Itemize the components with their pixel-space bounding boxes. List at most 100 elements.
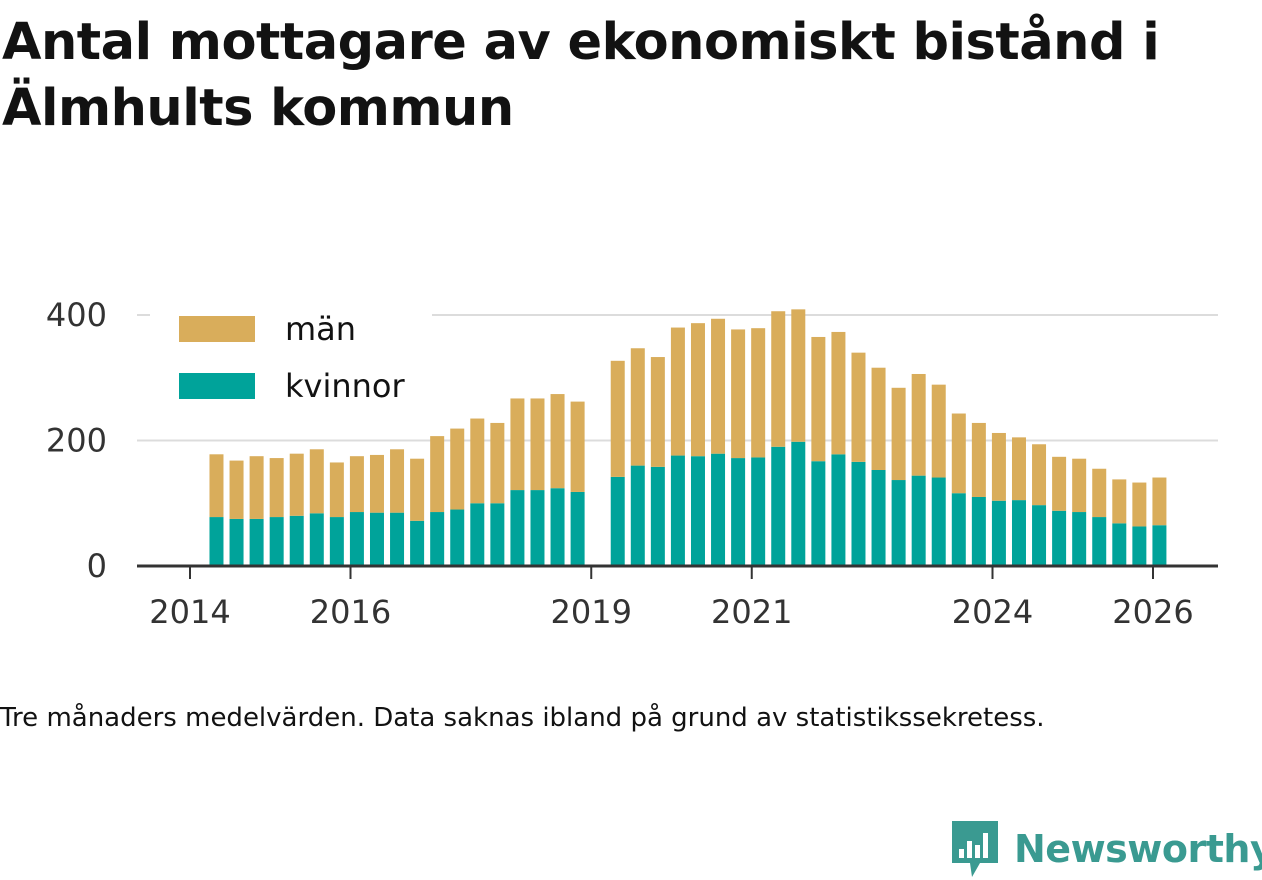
bar-kvinnor [430, 512, 445, 566]
bar-man [570, 401, 585, 492]
bar-kvinnor [249, 518, 264, 566]
bar-kvinnor [229, 518, 244, 566]
bar-man [731, 329, 746, 459]
bar-kvinnor [369, 512, 384, 566]
bar-man [891, 387, 906, 481]
bar-man [490, 422, 505, 504]
bar-kvinnor [610, 476, 625, 566]
bar-man [711, 318, 726, 454]
bar-kvinnor [1072, 512, 1087, 566]
chart-title: Antal mottagare av ekonomiskt bistånd i … [2, 13, 1160, 138]
bar-man [530, 398, 545, 491]
bar-kvinnor [1011, 500, 1026, 566]
bars [209, 309, 1167, 566]
legend-label-man: män [285, 310, 356, 348]
bar-man [931, 384, 946, 478]
bar-kvinnor [470, 503, 485, 566]
x-tick-label: 2024 [952, 593, 1033, 631]
x-tick-label: 2021 [711, 593, 792, 631]
bar-kvinnor [450, 509, 465, 566]
bar-kvinnor [931, 477, 946, 566]
bar-man [390, 449, 405, 513]
x-tick-label: 2019 [551, 593, 632, 631]
bar-man [911, 373, 926, 476]
legend-swatch-man [179, 316, 255, 342]
bar-man [1132, 482, 1147, 527]
bar-kvinnor [971, 496, 986, 566]
bar-man [1152, 477, 1167, 526]
legend-swatch-kvinnor [179, 373, 255, 399]
bar-man [771, 311, 786, 447]
y-tick-label: 200 [46, 422, 107, 460]
footnote: Tre månaders medelvärden. Data saknas ib… [0, 703, 1045, 733]
bar-man [610, 360, 625, 477]
bar-kvinnor [791, 441, 806, 566]
bar-man [289, 453, 304, 516]
bar-kvinnor [1092, 517, 1107, 566]
y-tick-label: 0 [87, 547, 107, 585]
bar-kvinnor [851, 461, 866, 566]
bar-kvinnor [731, 458, 746, 566]
bar-kvinnor [1052, 510, 1067, 566]
bar-man [630, 348, 645, 466]
bar-kvinnor [771, 446, 786, 566]
bar-kvinnor [690, 456, 705, 566]
bar-man [1112, 479, 1127, 524]
bar-kvinnor [329, 517, 344, 566]
bar-man [791, 309, 806, 442]
bar-kvinnor [530, 490, 545, 566]
bar-man [871, 367, 886, 470]
bar-kvinnor [711, 453, 726, 566]
bar-man [410, 458, 425, 521]
bar-kvinnor [349, 512, 364, 566]
bar-kvinnor [891, 480, 906, 566]
bar-man [670, 327, 685, 456]
bar-kvinnor [911, 475, 926, 566]
bar-man [650, 357, 665, 467]
bar-kvinnor [811, 461, 826, 566]
bar-man [550, 394, 565, 489]
bar-man [209, 454, 224, 518]
bar-kvinnor [1112, 523, 1127, 566]
x-tick-label: 2014 [149, 593, 230, 631]
legend: män kvinnor [150, 302, 432, 420]
bar-kvinnor [991, 500, 1006, 566]
bar-kvinnor [630, 465, 645, 566]
bar-kvinnor [550, 488, 565, 566]
chart: 0 200 400 män kvinnor 2014 2016 2019 2021 2024… [46, 296, 1218, 631]
bar-kvinnor [751, 457, 766, 566]
bar-kvinnor [410, 520, 425, 566]
bar-man [309, 449, 324, 514]
legend-label-kvinnor: kvinnor [285, 367, 406, 405]
bar-man [951, 413, 966, 494]
bar-kvinnor [951, 493, 966, 566]
bar-man [991, 432, 1006, 501]
bar-kvinnor [1152, 525, 1167, 566]
bar-man [811, 336, 826, 462]
x-tick-label: 2016 [310, 593, 391, 631]
bar-kvinnor [670, 455, 685, 566]
bar-kvinnor [209, 517, 224, 566]
bar-kvinnor [1032, 505, 1047, 566]
bar-kvinnor [510, 490, 525, 566]
bar-man [1032, 444, 1047, 506]
bar-man [450, 428, 465, 510]
bar-man [349, 456, 364, 513]
bar-man [851, 352, 866, 462]
bar-man [430, 436, 445, 513]
bar-man [329, 462, 344, 518]
bar-man [971, 422, 986, 497]
bar-kvinnor [650, 466, 665, 566]
bar-kvinnor [309, 513, 324, 566]
bar-kvinnor [831, 454, 846, 566]
bar-man [1052, 456, 1067, 511]
brand-logo: Newsworthy [950, 818, 1262, 880]
brand-name: Newsworthy [1014, 827, 1262, 871]
x-tick-label: 2026 [1112, 593, 1193, 631]
bar-kvinnor [269, 517, 284, 566]
y-tick-label: 400 [46, 296, 107, 334]
bar-man [1092, 468, 1107, 518]
bar-man [831, 331, 846, 455]
bar-man [249, 456, 264, 519]
bar-man [269, 458, 284, 518]
